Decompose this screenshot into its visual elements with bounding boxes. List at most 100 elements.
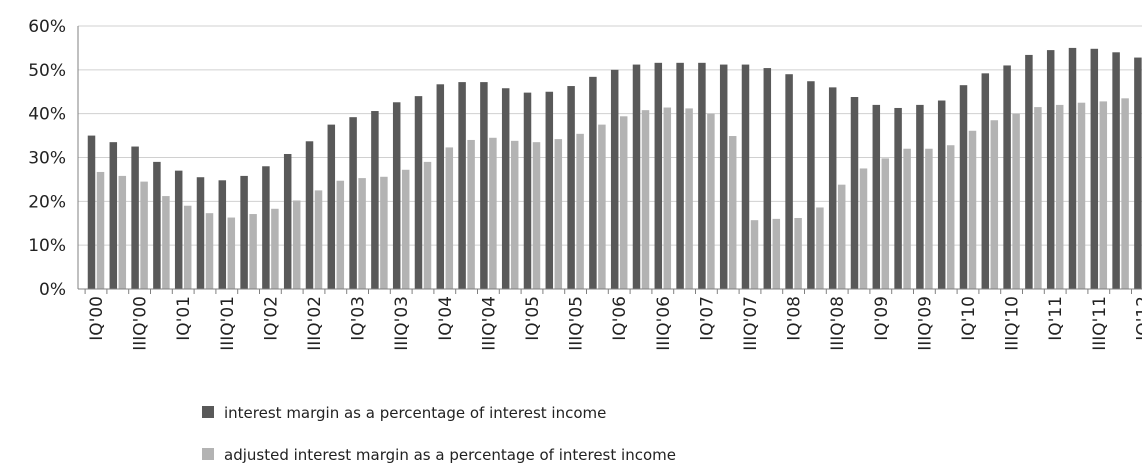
- x-tick-label: IQ'11: [1046, 296, 1066, 341]
- bar-series-1: [196, 177, 205, 289]
- bars: [87, 47, 1142, 290]
- bar-series-2: [685, 108, 693, 289]
- x-tick-label: IQ'03: [349, 296, 369, 341]
- bar-series-1: [501, 88, 510, 289]
- x-tick-label: IQ'01: [174, 296, 194, 341]
- y-tick-label: 10%: [28, 236, 66, 256]
- bar-series-2: [641, 110, 650, 289]
- bar-series-1: [785, 74, 793, 289]
- bar-series-2: [663, 107, 672, 289]
- bar-series-2: [576, 133, 584, 289]
- bar-series-1: [1025, 54, 1033, 290]
- bar-series-1: [349, 117, 357, 289]
- bar-series-2: [205, 213, 214, 289]
- y-tick-label: 30%: [28, 149, 66, 169]
- bar-series-1: [545, 91, 554, 289]
- bar-series-1: [392, 102, 401, 290]
- bar-series-2: [227, 217, 236, 289]
- bar-series-1: [480, 82, 488, 290]
- x-tick-label: IIIQ'11: [1090, 296, 1110, 351]
- bar-series-2: [968, 130, 977, 289]
- x-tick-label: IIIQ'02: [305, 296, 325, 351]
- x-tick-label: IQ'04: [436, 296, 456, 341]
- bar-series-2: [772, 218, 781, 289]
- bar-series-2: [467, 139, 475, 289]
- x-tick-label: IIIQ'00: [131, 296, 151, 351]
- bar-series-2: [96, 171, 105, 289]
- bar-series-1: [850, 97, 859, 289]
- x-tick-label: IIIQ'10: [1003, 296, 1023, 351]
- bar-series-2: [554, 139, 563, 289]
- bar-series-2: [249, 214, 257, 289]
- bar-series-2: [380, 176, 388, 289]
- y-tick-label: 20%: [28, 192, 66, 212]
- x-tick-label: IQ'07: [697, 296, 717, 341]
- bar-series-2: [903, 148, 911, 289]
- y-axis-ticks: 0% 10% 20% 30% 40% 50% 60%: [28, 17, 66, 300]
- bar-series-1: [153, 161, 161, 289]
- bar-series-1: [240, 175, 248, 289]
- bar-series-2: [925, 148, 933, 289]
- bar-series-2: [1077, 102, 1086, 289]
- y-tick-label: 0%: [39, 280, 66, 300]
- legend-swatch-series-1: [202, 406, 214, 418]
- bar-series-1: [959, 85, 968, 289]
- bar-series-2: [1034, 107, 1042, 289]
- bar-series-2: [707, 113, 715, 290]
- bar-series-1: [305, 141, 314, 289]
- x-tick-label: IIIQ'08: [828, 296, 848, 351]
- bar-series-1: [610, 69, 619, 289]
- x-tick-label: IIIQ'06: [654, 296, 674, 351]
- bar-series-1: [589, 76, 597, 289]
- bar-series-1: [458, 82, 466, 290]
- bar-series-1: [109, 142, 118, 289]
- bar-series-1: [262, 166, 270, 289]
- bar-series-1: [1003, 65, 1011, 289]
- bar-series-2: [489, 137, 497, 289]
- bar-series-1: [894, 107, 902, 290]
- x-tick-label: IQ'12: [1133, 296, 1142, 341]
- bar-series-2: [837, 184, 846, 289]
- bar-series-2: [162, 196, 170, 289]
- bar-series-2: [598, 124, 606, 289]
- bar-series-2: [816, 207, 824, 289]
- x-tick-label: IIIQ'09: [915, 296, 935, 351]
- x-tick-label: IQ'02: [261, 296, 281, 341]
- bar-series-1: [1134, 57, 1142, 290]
- x-tick-label: IQ'05: [523, 296, 543, 341]
- bar-series-2: [445, 147, 454, 289]
- bar-series-1: [436, 84, 445, 289]
- bar-series-1: [676, 62, 684, 289]
- y-tick-label: 50%: [28, 61, 66, 81]
- bar-series-1: [719, 64, 728, 289]
- x-axis-ticks: IQ'00 IIIQ'00 IQ'01 IIIQ'01 IQ'02 IIIQ'02 IQ'0…: [87, 296, 1142, 351]
- legend-swatch-series-2: [202, 448, 214, 460]
- bar-series-2: [532, 142, 541, 289]
- bar-series-2: [510, 140, 519, 289]
- bar-series-2: [271, 208, 279, 289]
- bar-series-2: [118, 175, 127, 289]
- bar-series-1: [174, 170, 183, 289]
- bar-series-1: [283, 153, 292, 289]
- bar-series-2: [401, 169, 410, 289]
- bar-series-2: [881, 158, 890, 289]
- bar-series-1: [414, 96, 423, 289]
- bar-series-1: [828, 87, 837, 289]
- x-tick-label: IQ'09: [872, 296, 892, 341]
- x-tick-label: IQ'06: [610, 296, 630, 341]
- bar-series-2: [946, 145, 955, 289]
- bar-series-1: [741, 64, 750, 289]
- bar-series-1: [371, 111, 379, 289]
- bar-series-2: [140, 181, 148, 289]
- bar-series-1: [937, 100, 946, 290]
- bar-series-2: [183, 205, 192, 289]
- x-tick-label: IIIQ'01: [218, 296, 238, 351]
- legend-label-series-2: adjusted interest margin as a percentage…: [224, 446, 676, 464]
- bar-series-1: [763, 68, 772, 289]
- bar-series-1: [1068, 47, 1077, 289]
- x-tick-label: IIIQ'03: [392, 296, 412, 351]
- bar-series-1: [218, 180, 227, 289]
- bar-series-2: [1055, 104, 1064, 290]
- bar-series-2: [336, 180, 345, 289]
